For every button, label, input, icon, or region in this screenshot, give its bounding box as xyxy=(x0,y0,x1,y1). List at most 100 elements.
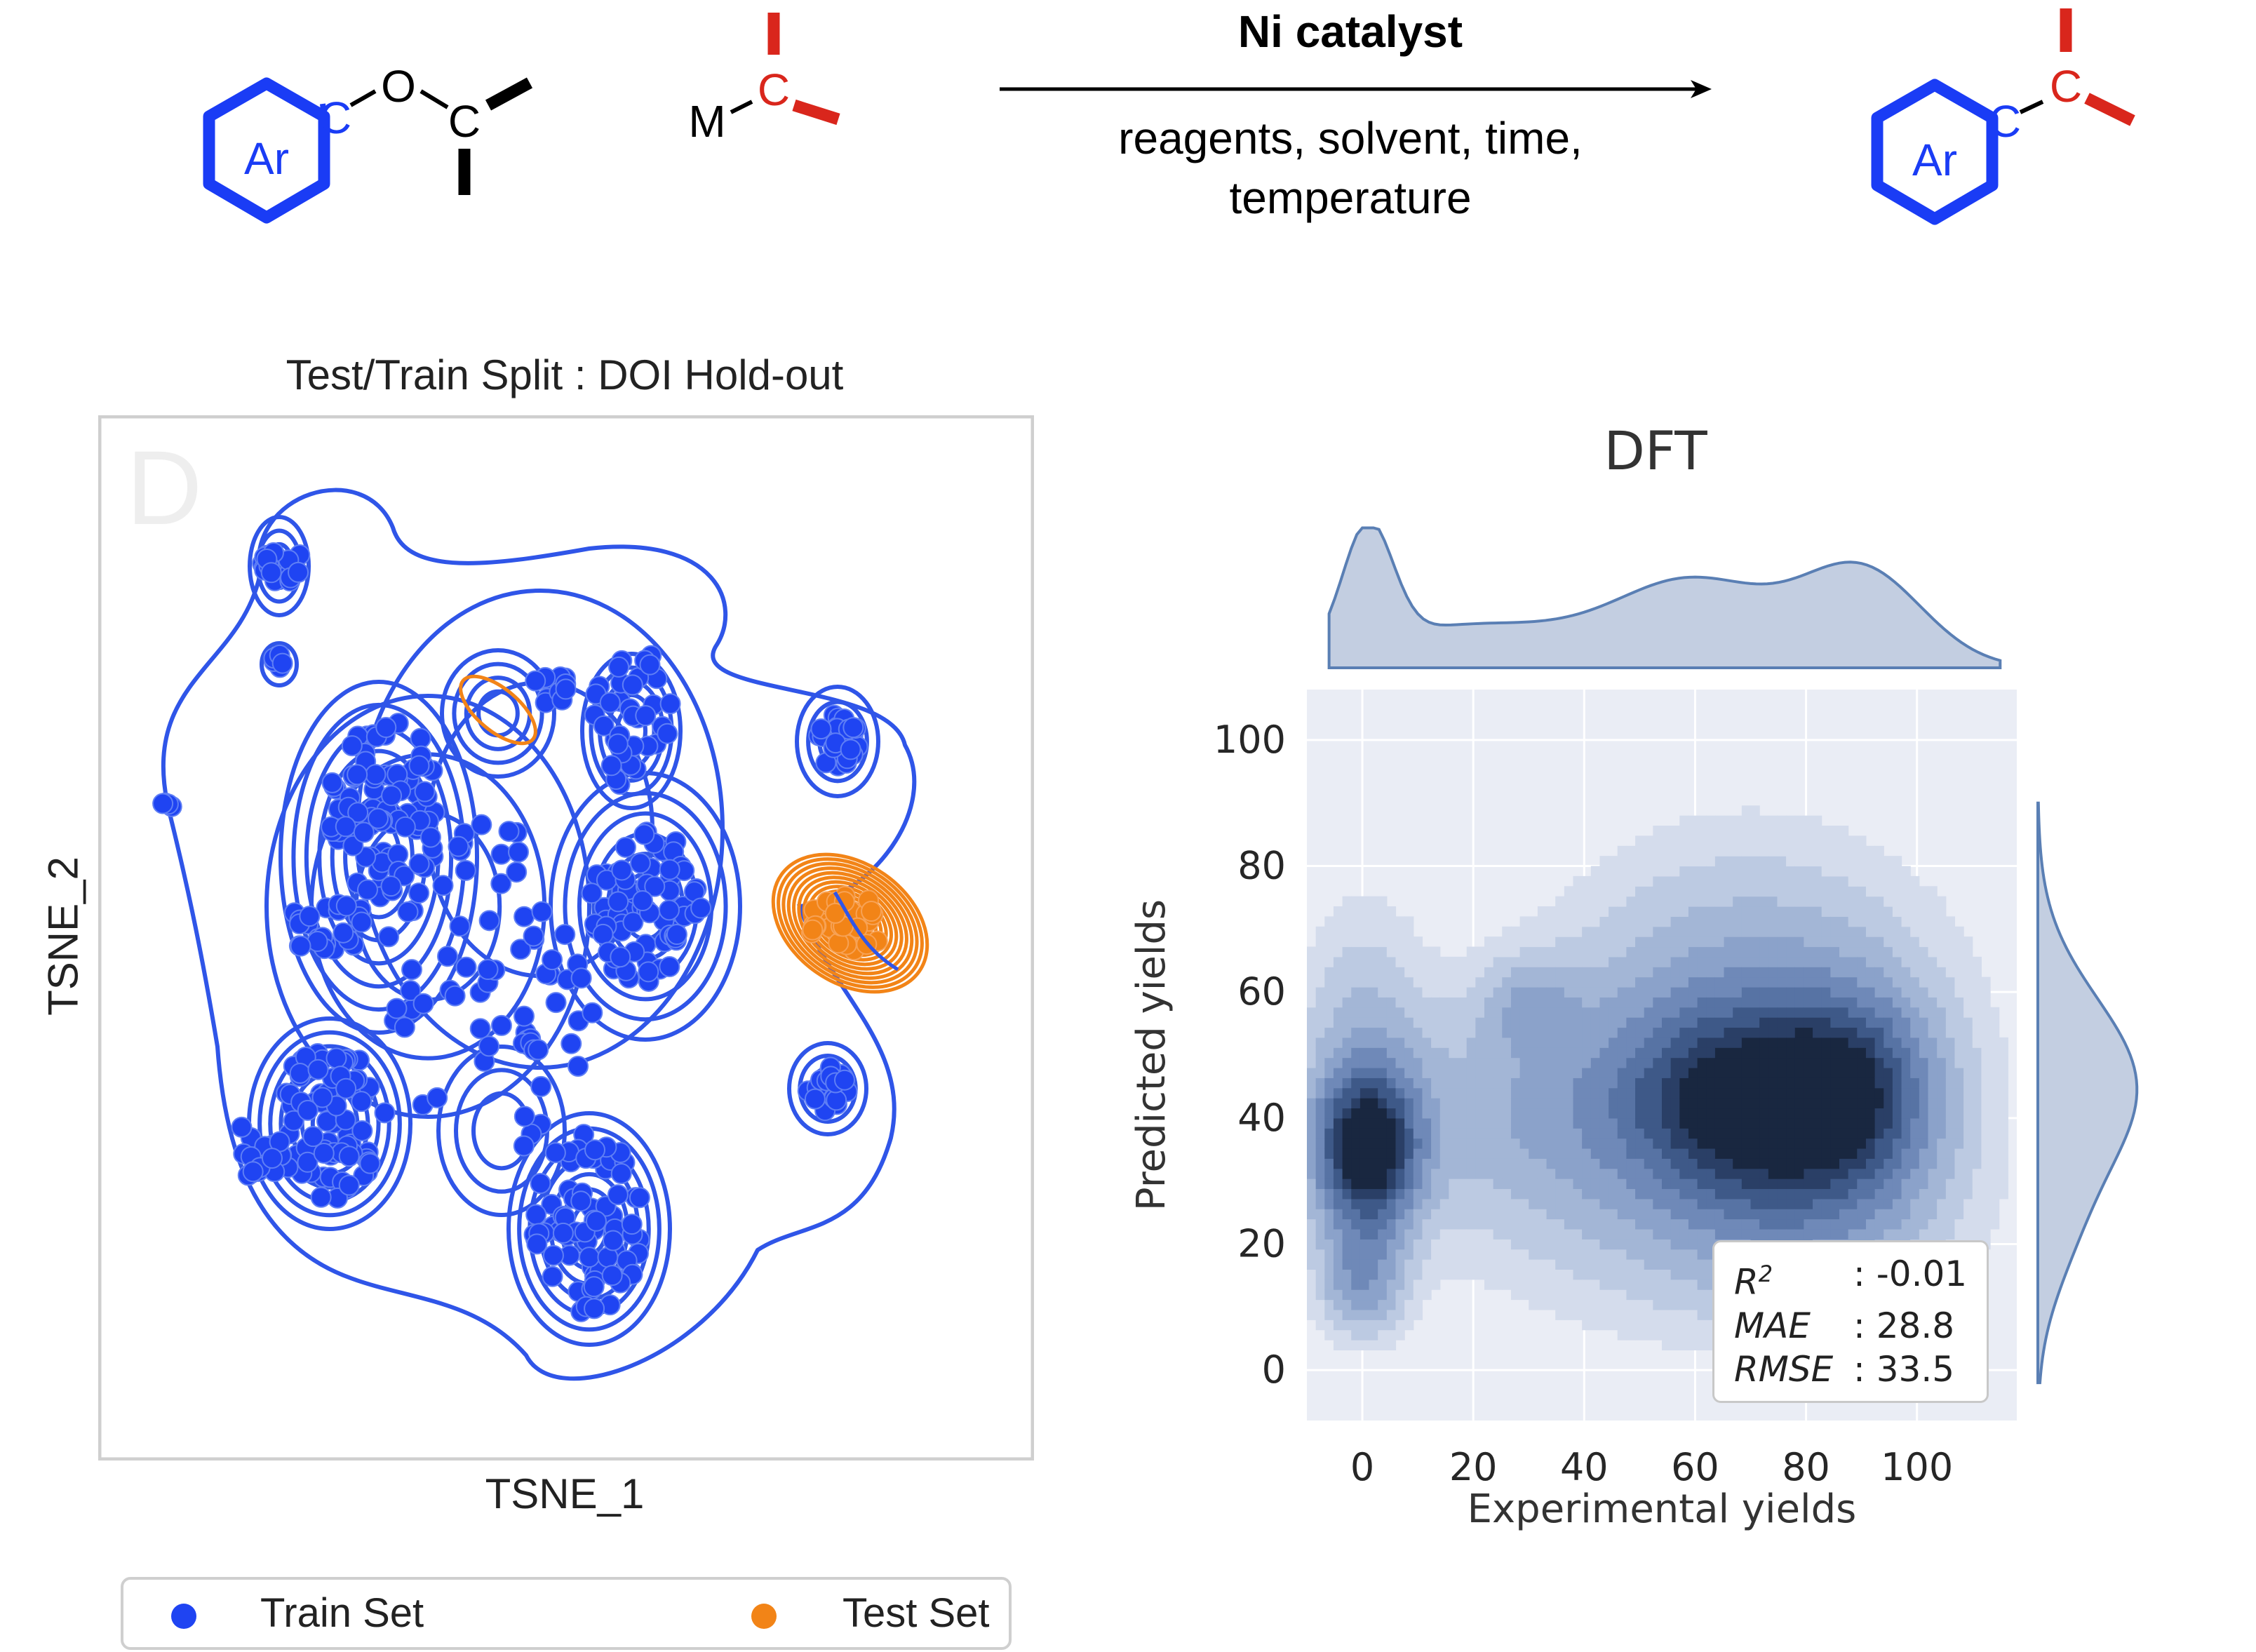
density-cell xyxy=(1378,1037,1388,1048)
density-cell xyxy=(1670,1067,1680,1078)
density-cell xyxy=(1768,906,1778,917)
density-cell xyxy=(1848,1198,1858,1209)
density-cell xyxy=(1768,1108,1778,1119)
density-cell xyxy=(1307,1138,1317,1149)
density-cell xyxy=(1369,906,1378,917)
density-cell xyxy=(1573,1067,1583,1078)
density-cell xyxy=(1733,1148,1743,1159)
density-cell xyxy=(1386,1299,1397,1310)
density-cell xyxy=(1395,916,1405,927)
density-cell xyxy=(1777,1067,1787,1078)
density-cell xyxy=(1582,1117,1592,1129)
density-cell xyxy=(1919,1198,1929,1209)
density-cell xyxy=(1759,926,1769,937)
density-cell xyxy=(1582,997,1592,1008)
density-cell xyxy=(1493,1158,1503,1169)
density-cell xyxy=(1919,1067,1929,1078)
density-cell xyxy=(1519,997,1529,1008)
density-cell xyxy=(1706,1158,1716,1169)
density-cell xyxy=(1794,956,1804,967)
density-cell xyxy=(1599,1128,1609,1139)
train-point xyxy=(840,739,861,760)
density-cell xyxy=(1369,1289,1378,1301)
density-cell xyxy=(1937,1168,1947,1179)
density-cell xyxy=(1839,826,1849,836)
density-cell xyxy=(1315,1218,1325,1230)
density-cell xyxy=(1555,1057,1565,1068)
density-cell xyxy=(1386,1077,1397,1089)
density-cell xyxy=(1422,946,1432,958)
density-cell xyxy=(1697,826,1707,836)
density-cell xyxy=(1582,956,1592,967)
density-cell xyxy=(1519,1067,1529,1078)
density-cell xyxy=(1839,967,1849,978)
density-cell xyxy=(1582,926,1592,937)
density-cell xyxy=(1315,976,1325,988)
density-cell xyxy=(1688,1168,1698,1179)
density-cell xyxy=(1981,1017,1991,1028)
density-cell xyxy=(1599,1269,1609,1280)
density-cell xyxy=(1928,1027,1938,1038)
density-cell xyxy=(1733,1218,1743,1230)
density-cell xyxy=(1697,1148,1707,1159)
density-cell xyxy=(1741,1117,1752,1129)
density-cell xyxy=(1635,856,1645,867)
density-cell xyxy=(1537,1259,1547,1270)
density-cell xyxy=(1945,997,1956,1008)
density-cell xyxy=(1972,1047,1982,1059)
density-cell xyxy=(1644,926,1653,937)
density-cell xyxy=(1324,1047,1334,1059)
density-cell xyxy=(1573,1259,1583,1270)
density-cell xyxy=(1635,866,1645,877)
density-cell xyxy=(1458,1269,1468,1280)
density-cell xyxy=(1644,906,1653,917)
density-cell xyxy=(1679,896,1689,907)
density-cell xyxy=(1679,1148,1689,1159)
density-cell xyxy=(1529,1158,1538,1169)
ytick-label: 40 xyxy=(1237,1096,1286,1140)
density-cell xyxy=(1857,875,1867,887)
density-cell xyxy=(1564,976,1574,988)
density-cell xyxy=(1590,886,1601,897)
density-cell xyxy=(1422,1138,1432,1149)
density-cell xyxy=(1626,856,1636,867)
density-cell xyxy=(1635,967,1645,978)
density-cell xyxy=(1928,1087,1938,1099)
density-cell xyxy=(1724,845,1733,857)
density-cell xyxy=(1963,1037,1973,1048)
density-cell xyxy=(1839,1037,1849,1048)
density-cell xyxy=(1573,1077,1583,1089)
density-cell xyxy=(1857,866,1867,877)
density-cell xyxy=(1315,1198,1325,1209)
density-cell xyxy=(1901,1047,1911,1059)
density-cell xyxy=(1670,875,1680,887)
density-cell xyxy=(1653,1047,1663,1059)
density-cell xyxy=(1307,986,1317,998)
density-cell xyxy=(1759,1087,1769,1099)
density-cell xyxy=(1804,826,1813,836)
density-cell xyxy=(1573,1047,1583,1059)
density-cell xyxy=(1919,1178,1929,1190)
density-cell xyxy=(1741,1168,1752,1179)
density-cell xyxy=(1599,896,1609,907)
density-cell xyxy=(1662,1047,1672,1059)
density-cell xyxy=(1670,1289,1680,1301)
density-cell xyxy=(1466,1047,1476,1059)
density-cell xyxy=(1510,1128,1521,1139)
train-point xyxy=(804,1088,826,1110)
density-cell xyxy=(1990,1218,2000,1230)
density-cell xyxy=(1599,1098,1609,1109)
density-cell xyxy=(1307,1128,1317,1139)
density-cell xyxy=(1644,1037,1653,1048)
density-cell xyxy=(1626,896,1636,907)
density-cell xyxy=(1777,1188,1787,1200)
density-cell xyxy=(1475,1017,1485,1028)
density-cell xyxy=(1741,967,1752,978)
density-cell xyxy=(1458,1017,1468,1028)
density-cell xyxy=(1413,1047,1423,1059)
density-cell xyxy=(1644,1279,1653,1290)
density-cell xyxy=(1741,1067,1752,1078)
density-cell xyxy=(1804,1117,1813,1129)
density-cell xyxy=(1813,1037,1822,1048)
density-cell xyxy=(1307,1209,1317,1220)
